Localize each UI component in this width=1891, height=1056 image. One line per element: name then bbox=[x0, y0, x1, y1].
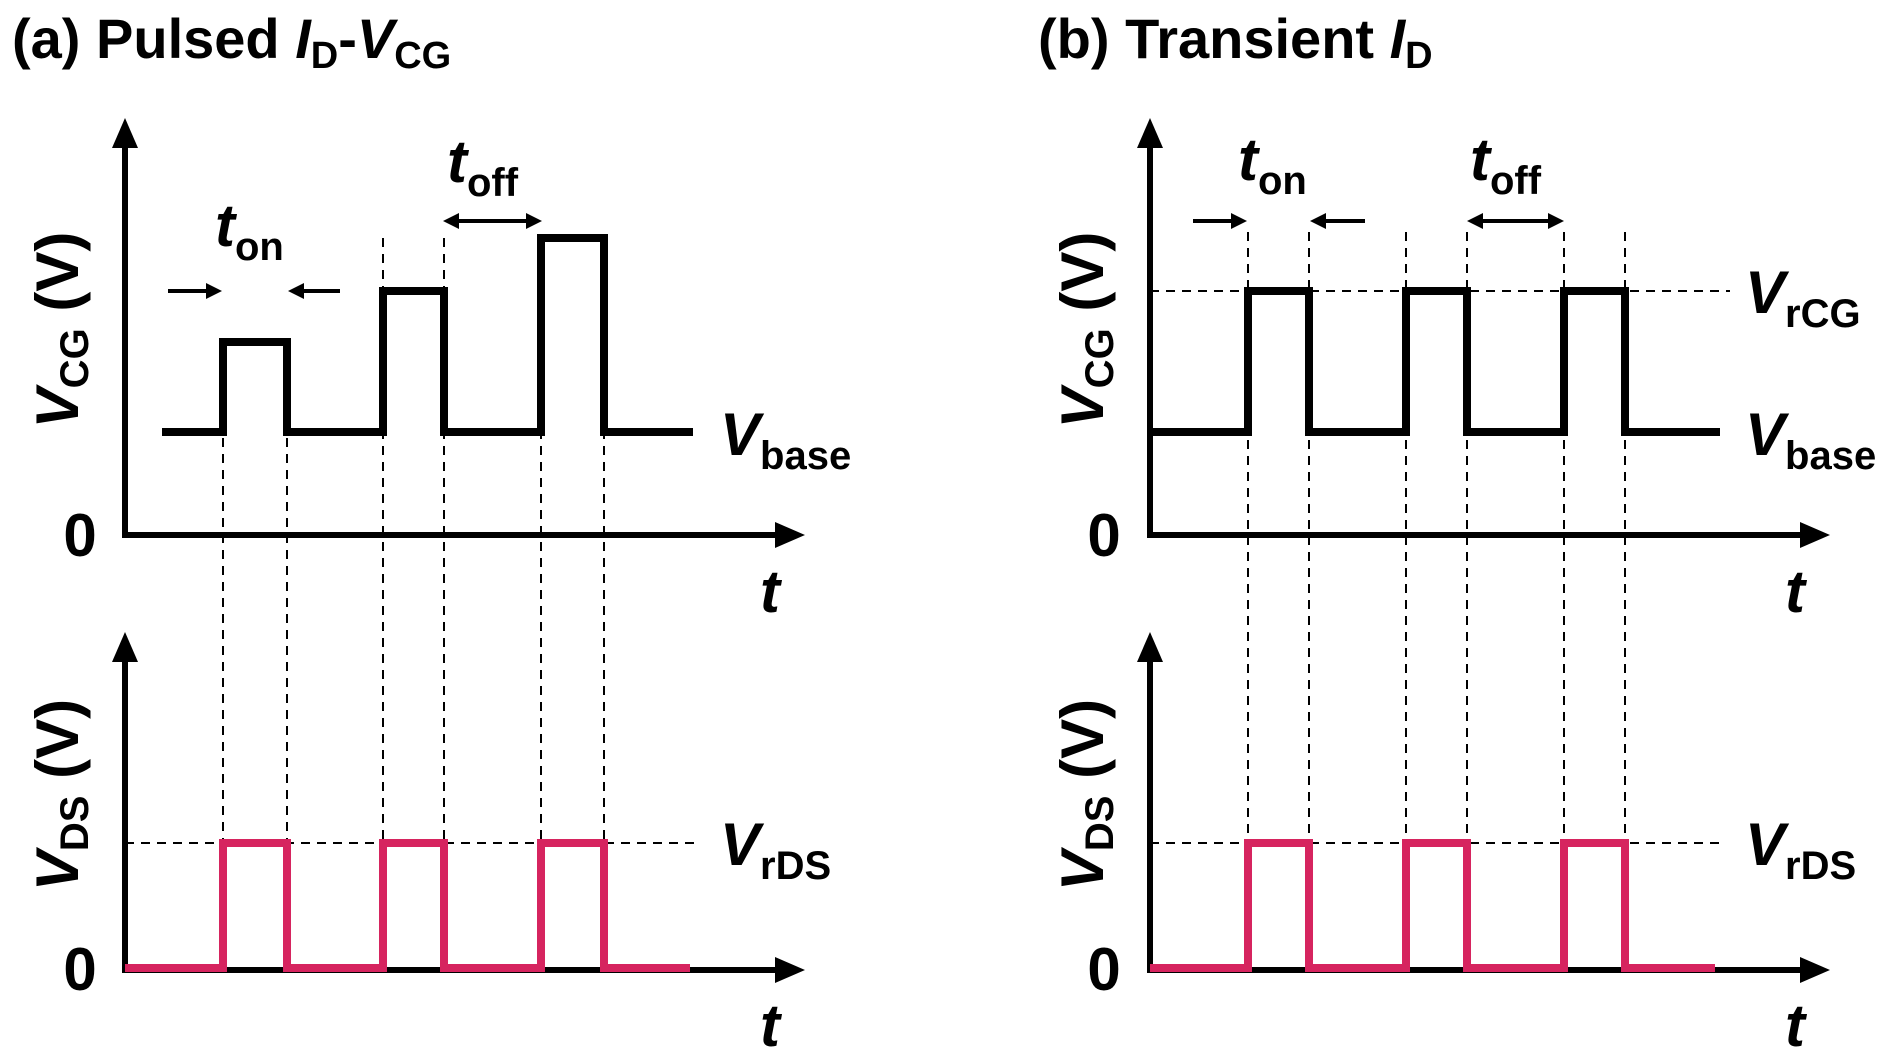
panel-a-vcg-waveform bbox=[162, 234, 693, 436]
panel-a-vrds-label: VrDS bbox=[720, 811, 831, 888]
panel-b-ton-marker: ton bbox=[1193, 126, 1365, 229]
panel-a-vds-ylabel: VDS (V) bbox=[24, 699, 97, 891]
panel-a-alignment-lines bbox=[222, 238, 605, 968]
panel-a-vcg-y-arrowhead bbox=[112, 118, 138, 148]
panel-a-vds-zero: 0 bbox=[63, 936, 96, 1003]
panel-b-vcg-t-label: t bbox=[1785, 558, 1808, 625]
panel-b-toff-marker: toff bbox=[1467, 126, 1564, 229]
panel-b-alignment-lines bbox=[1247, 232, 1626, 968]
panel-b-vcg-waveform bbox=[1150, 287, 1720, 436]
panel-a-toff-label: toff bbox=[447, 128, 519, 205]
panel-b-vcg-axes bbox=[1137, 118, 1830, 548]
panel-a-vcg-x-arrowhead bbox=[775, 522, 805, 548]
panel-a-vds-axes bbox=[112, 632, 805, 983]
panel-a-vcg-zero: 0 bbox=[63, 502, 96, 569]
panel-b-vds-waveform bbox=[1150, 839, 1715, 972]
panel-a-vbase-label: Vbase bbox=[720, 401, 851, 478]
panel-b-vds-ylabel: VDS (V) bbox=[1049, 699, 1122, 891]
panel-a-ton-label: ton bbox=[215, 192, 284, 269]
panel-a-vcg-axes bbox=[112, 118, 805, 548]
panel-b-vrds-label: VrDS bbox=[1745, 811, 1856, 888]
panel-b-vcg-zero: 0 bbox=[1087, 502, 1120, 569]
panel-a-vcg-ylabel: VCG (V) bbox=[24, 232, 97, 429]
panel-b-vcg-ylabel: VCG (V) bbox=[1049, 232, 1122, 429]
panel-b-vds-zero: 0 bbox=[1087, 936, 1120, 1003]
panel-a-vds-waveform bbox=[125, 839, 690, 972]
panel-b-vrcg-label: VrCG bbox=[1745, 259, 1861, 336]
panel-b-toff-label: toff bbox=[1470, 126, 1542, 203]
panel-a-ton-marker: ton bbox=[168, 192, 340, 299]
panel-b-title: (b) Transient ID bbox=[1038, 7, 1433, 77]
panel-b-ton-label: ton bbox=[1238, 126, 1307, 203]
panel-a-vcg-t-label: t bbox=[760, 558, 783, 625]
panel-a-title: (a) Pulsed ID-VCG bbox=[12, 7, 451, 77]
panel-a-vds-t-label: t bbox=[760, 992, 783, 1056]
panel-b-vbase-label: Vbase bbox=[1745, 401, 1876, 478]
panel-a-toff-marker: toff bbox=[443, 128, 542, 229]
panel-b-vds-t-label: t bbox=[1785, 992, 1808, 1056]
panel-a: (a) Pulsed ID-VCG VCG (V) 0 t Vbase ton bbox=[12, 7, 851, 1056]
panel-b: (b) Transient ID VCG (V) 0 t VrCG Vbase … bbox=[1038, 7, 1876, 1056]
panel-b-vds-axes bbox=[1137, 632, 1830, 983]
